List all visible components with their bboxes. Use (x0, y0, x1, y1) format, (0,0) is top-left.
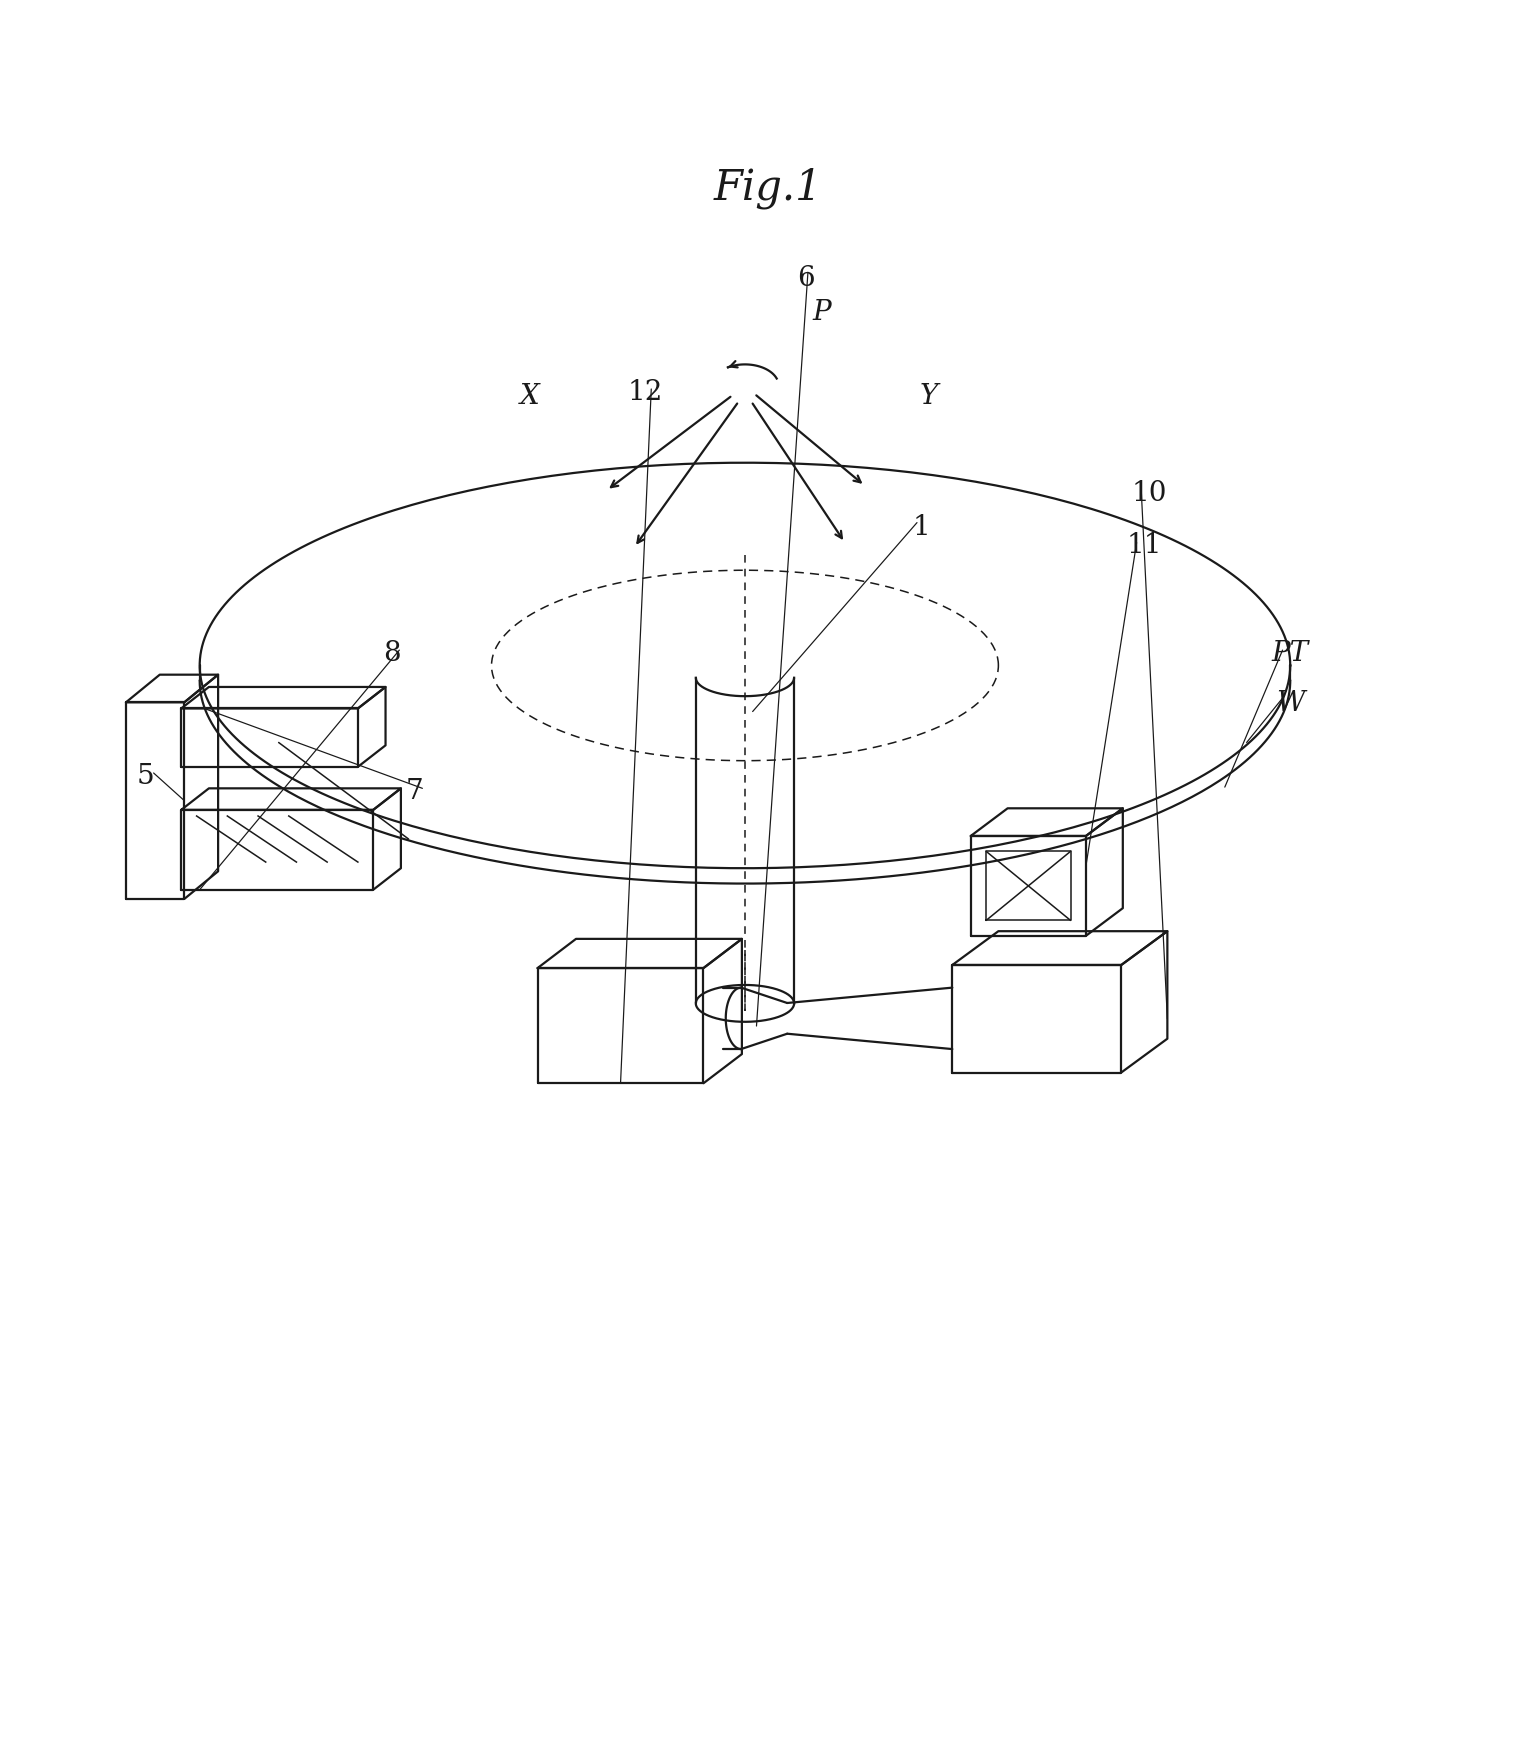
Text: 1: 1 (912, 514, 931, 541)
Text: Fig.1: Fig.1 (714, 167, 822, 210)
Text: P: P (813, 299, 831, 326)
Text: 12: 12 (627, 379, 664, 405)
Text: 11: 11 (1126, 532, 1163, 560)
Text: 6: 6 (797, 264, 816, 292)
Text: 7: 7 (406, 778, 424, 805)
Text: PT: PT (1272, 639, 1309, 667)
Text: X: X (521, 384, 539, 410)
Text: 10: 10 (1130, 481, 1167, 507)
Text: 5: 5 (137, 763, 155, 789)
Text: 8: 8 (382, 639, 401, 667)
Text: Y: Y (920, 384, 938, 410)
Text: W: W (1276, 690, 1304, 717)
